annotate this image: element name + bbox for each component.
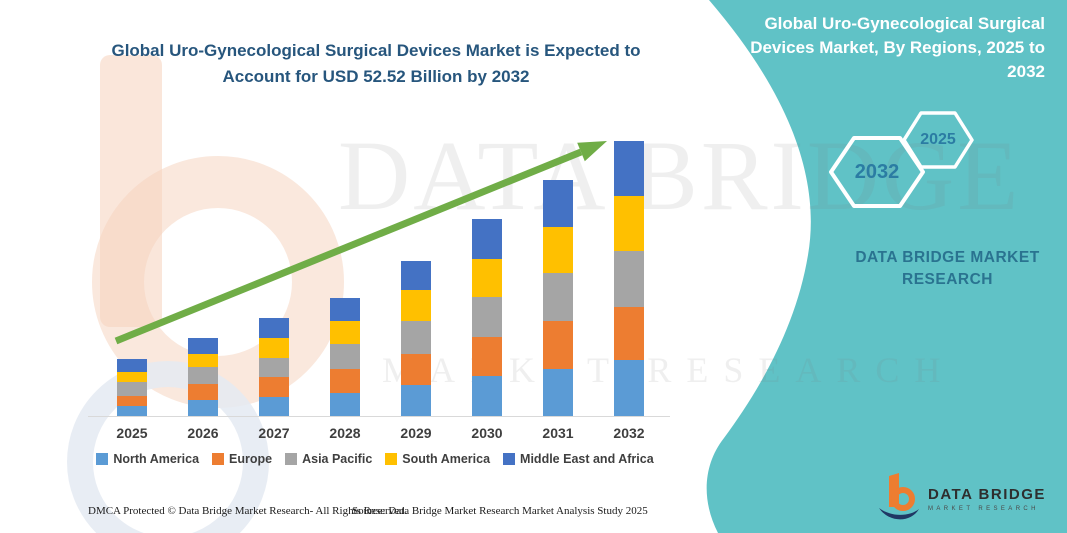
legend-label: Europe [229,452,273,466]
bar-segment-asia-pacific [543,273,573,321]
stacked-bar-2027 [259,318,289,416]
databridge-logo-icon [879,473,919,520]
footer-dmca: DMCA Protected © Data Bridge Market Rese… [88,505,408,517]
hexagon-2025-label: 2025 [920,131,956,148]
bar-segment-middle-east-and-africa [401,261,431,290]
bar-segment-asia-pacific [330,344,360,369]
chart-legend: North America Europe Asia Pacific South Ame… [75,452,675,466]
bar-segment-north-america [472,375,502,416]
stacked-bar-2026 [188,338,218,416]
bar-segment-middle-east-and-africa [259,318,289,338]
bar-segment-south-america [188,354,218,368]
chart-title: Global Uro-Gynecological Surgical Device… [111,41,641,86]
plot-area [88,130,670,417]
bar-segment-north-america [330,393,360,416]
legend-item-north-america: North America [96,452,199,466]
bar-segment-europe [401,354,431,386]
bar-segment-south-america [472,259,502,298]
legend-label: Middle East and Africa [520,452,654,466]
stacked-bar-2025 [117,359,147,416]
bar-segment-north-america [401,385,431,416]
x-axis-line [88,416,670,417]
stacked-bar-2030 [472,219,502,416]
bar-segment-middle-east-and-africa [117,359,147,373]
bar-segment-asia-pacific [259,357,289,378]
bar-segment-europe [472,337,502,376]
bar-segment-asia-pacific [472,297,502,338]
bar-segment-middle-east-and-africa [543,180,573,228]
stacked-bar-2028 [330,298,360,416]
hexagon-2025 [902,111,974,169]
legend-swatch-icon [503,453,516,465]
bar-segment-middle-east-and-africa [330,298,360,322]
x-axis-labels: 2025 2026 2027 2028 2029 2030 2031 2032 [88,425,670,443]
stacked-bar-2031 [543,180,573,416]
x-tick-label-2025: 2025 [116,425,148,441]
panel-brand-text: DATA BRIDGE MARKET RESEARCH [855,249,1040,289]
bar-segment-middle-east-and-africa [614,141,644,196]
legend-label: Asia Pacific [302,452,373,466]
logo-tagline: MARKET RESEARCH [928,506,1039,512]
databridge-logo: DATA BRIDGE MARKET RESEARCH [876,470,1051,528]
bar-segment-europe [117,396,147,406]
stacked-bar-2032 [614,141,644,416]
x-tick-label-2026: 2026 [187,425,219,441]
bar-segment-europe [259,377,289,398]
bar-segment-asia-pacific [401,321,431,355]
legend-item-asia-pacific: Asia Pacific [285,452,372,466]
x-tick-label-2029: 2029 [400,425,432,441]
bar-segment-north-america [614,360,644,416]
bar-segment-south-america [401,289,431,322]
legend-swatch-icon [285,453,298,465]
side-panel-title: Global Uro-Gynecological Surgical Device… [750,14,1045,81]
bar-segment-north-america [188,399,218,416]
legend-label: South America [402,452,491,466]
bar-segment-europe [614,306,644,360]
year-hexagons [829,111,974,208]
bar-segment-europe [543,320,573,369]
legend-item-middle-east-and-africa: Middle East and Africa [503,452,654,466]
bar-segment-south-america [330,321,360,345]
logo-name: DATA BRIDGE [928,486,1046,503]
footer-source: Source: Data Bridge Market Research Mark… [352,505,648,517]
bar-segment-europe [188,384,218,400]
x-tick-label-2030: 2030 [471,425,503,441]
legend-label: North America [113,452,200,466]
legend-item-europe: Europe [212,452,272,466]
bar-segment-north-america [117,405,147,416]
legend-swatch-icon [385,453,398,465]
bar-segment-europe [330,368,360,393]
legend-swatch-icon [212,453,225,465]
bar-segment-asia-pacific [117,382,147,397]
x-tick-label-2028: 2028 [329,425,361,441]
bar-segment-middle-east-and-africa [188,338,218,355]
x-tick-label-2032: 2032 [613,425,645,441]
hexagon-2032 [829,136,925,208]
bar-segment-middle-east-and-africa [472,219,502,260]
hexagon-2032-label: 2032 [854,161,900,183]
bar-segment-asia-pacific [614,250,644,307]
bar-segment-south-america [117,372,147,383]
bar-segment-south-america [259,337,289,358]
bar-segment-north-america [259,397,289,416]
side-panel-shape [706,0,1067,533]
bar-segment-south-america [614,195,644,251]
legend-swatch-icon [96,453,109,465]
legend-item-south-america: South America [385,452,490,466]
x-tick-label-2031: 2031 [542,425,574,441]
bar-segment-asia-pacific [188,367,218,385]
x-tick-label-2027: 2027 [258,425,290,441]
bar-segment-north-america [543,368,573,416]
ghost-logo-swoosh [67,361,269,533]
stacked-bar-2029 [401,261,431,416]
bar-segment-south-america [543,227,573,274]
